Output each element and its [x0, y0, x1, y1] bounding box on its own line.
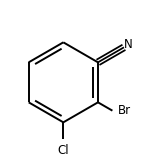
Text: Br: Br: [118, 104, 131, 117]
Text: Cl: Cl: [57, 144, 69, 157]
Text: N: N: [124, 38, 133, 51]
